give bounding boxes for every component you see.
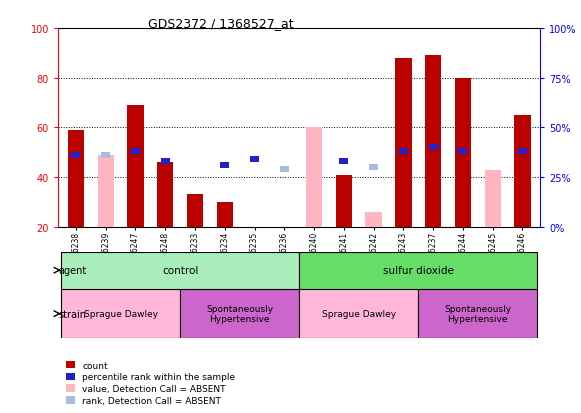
Text: Sprague Dawley: Sprague Dawley [84, 309, 157, 318]
Bar [369, 164, 378, 171]
Bar [518, 149, 527, 155]
Bar [127, 106, 144, 227]
Bar [61, 289, 180, 339]
Bar [180, 289, 299, 339]
Text: agent: agent [59, 266, 87, 275]
Bar [458, 149, 468, 155]
Bar [217, 202, 233, 227]
Bar [485, 170, 501, 227]
Bar [339, 159, 349, 165]
Bar [365, 212, 382, 227]
Bar [220, 163, 229, 169]
Bar [58, 227, 540, 413]
Bar [250, 157, 259, 163]
Bar [429, 145, 437, 151]
Bar [131, 149, 140, 155]
Bar [161, 159, 170, 165]
Text: Spontaneously
Hypertensive: Spontaneously Hypertensive [444, 304, 511, 323]
Bar [299, 252, 537, 289]
Text: sulfur dioxide: sulfur dioxide [383, 266, 454, 275]
Legend: count, percentile rank within the sample, value, Detection Call = ABSENT, rank, : count, percentile rank within the sample… [63, 357, 239, 408]
Bar [455, 78, 471, 227]
Text: Sprague Dawley: Sprague Dawley [322, 309, 396, 318]
Bar [98, 155, 114, 227]
Bar [61, 252, 299, 289]
Bar [68, 131, 84, 227]
Bar [514, 116, 530, 227]
Bar [71, 153, 80, 159]
Text: control: control [162, 266, 198, 275]
Bar [395, 59, 411, 227]
Text: strain: strain [59, 309, 87, 319]
Bar [336, 175, 352, 227]
Text: Spontaneously
Hypertensive: Spontaneously Hypertensive [206, 304, 273, 323]
Bar [187, 195, 203, 227]
Bar [299, 289, 418, 339]
Bar [418, 289, 537, 339]
Bar [425, 56, 442, 227]
Bar [157, 163, 174, 227]
Bar [306, 128, 322, 227]
Bar [101, 153, 110, 159]
Bar [280, 166, 289, 173]
Bar [399, 149, 408, 155]
Text: GDS2372 / 1368527_at: GDS2372 / 1368527_at [148, 17, 293, 29]
